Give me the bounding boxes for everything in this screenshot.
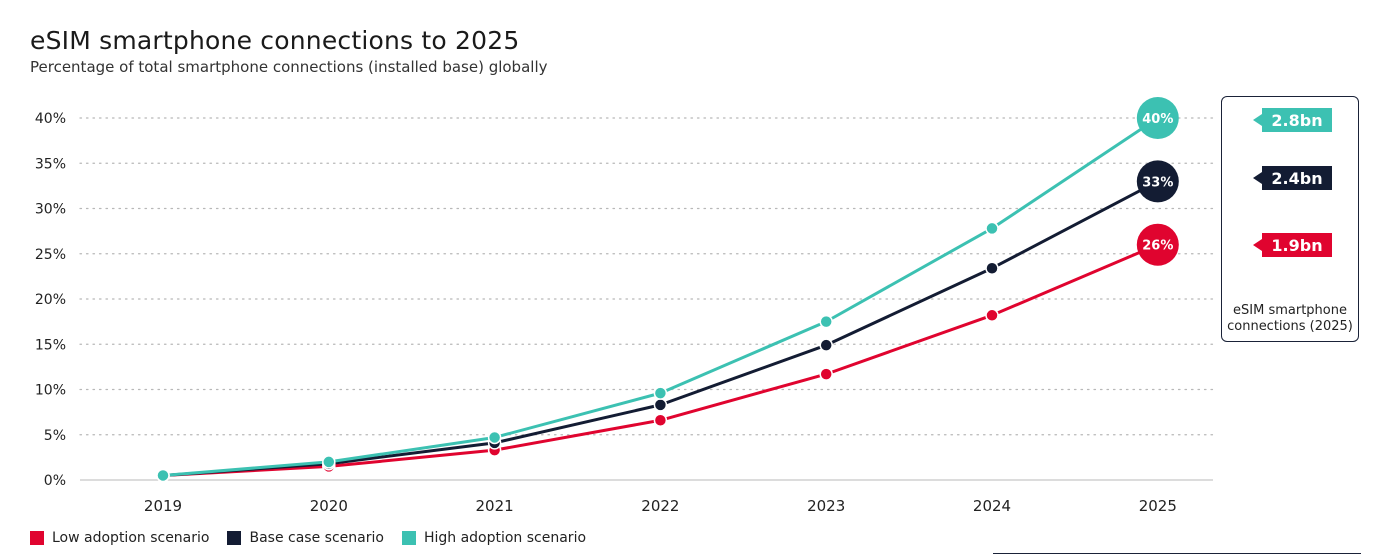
y-tick-label: 20% <box>35 292 66 308</box>
y-tick-label: 15% <box>35 337 66 353</box>
x-tick-label: 2021 <box>476 497 514 515</box>
series-0-point-4 <box>819 367 833 381</box>
legend-item-high: High adoption scenario <box>401 530 587 546</box>
side-tag-low: 1.9bn <box>1253 233 1332 257</box>
y-tick-label: 30% <box>35 202 66 218</box>
series-2-point-4 <box>819 314 833 329</box>
x-tick-label: 2020 <box>310 497 348 515</box>
series-0-point-5 <box>985 308 999 323</box>
series-points <box>156 221 999 483</box>
x-tick-label: 2019 <box>144 497 182 515</box>
series-1-end-label: 33% <box>1142 175 1173 190</box>
chart-title: eSIM smartphone connections to 2025 <box>30 26 520 55</box>
legend-item-base: Base case scenario <box>227 530 384 546</box>
legend-swatch-low <box>30 531 44 545</box>
grid-lines <box>79 117 1214 436</box>
side-tag-high-label: 2.8bn <box>1271 110 1323 130</box>
side-tag-base-label: 2.4bn <box>1271 168 1323 188</box>
x-tick-label: 2024 <box>973 497 1011 515</box>
series-1-point-3 <box>653 398 668 412</box>
legend-item-low: Low adoption scenario <box>30 530 209 546</box>
y-tick-label: 0% <box>44 473 66 489</box>
series-2-point-2 <box>487 430 502 445</box>
legend-swatch-high <box>401 531 416 545</box>
legend-label-low: Low adoption scenario <box>52 530 210 546</box>
side-panel: 2.8bn 2.4bn 1.9bn eSIM smartphone connec… <box>1221 96 1359 342</box>
y-tick-label: 35% <box>35 156 66 172</box>
series-0-point-3 <box>653 413 668 428</box>
series-line-0 <box>161 243 1160 477</box>
chart-subtitle: Percentage of total smartphone connectio… <box>30 58 548 76</box>
x-tick-label: 2023 <box>807 497 845 515</box>
side-tag-low-label: 1.9bn <box>1271 235 1323 255</box>
y-tick-label: 5% <box>44 428 66 444</box>
series-2-point-0 <box>156 468 170 483</box>
series-2-point-1 <box>322 455 336 469</box>
series-2-point-5 <box>985 221 999 236</box>
legend-label-base: Base case scenario <box>249 530 384 546</box>
series-1-point-4 <box>819 338 833 352</box>
legend-swatch-base <box>227 531 242 545</box>
x-tick-label: 2025 <box>1139 497 1177 515</box>
x-tick-label: 2022 <box>641 497 679 515</box>
end-labels: 26% 33% 40% <box>1136 97 1179 266</box>
series-0-end-label: 26% <box>1142 239 1173 254</box>
side-panel-caption: eSIM smartphone connections (2025) <box>1227 303 1353 334</box>
series-0-end-badge <box>1136 223 1179 266</box>
series-2-end-badge <box>1136 97 1179 139</box>
bottom-rule <box>993 553 1361 554</box>
series-line-1 <box>161 179 1160 477</box>
legend: Low adoption scenario Base case scenario… <box>30 530 586 546</box>
side-tag-high: 2.8bn <box>1253 108 1332 132</box>
legend-label-high: High adoption scenario <box>423 530 587 546</box>
series-1-point-5 <box>985 261 999 275</box>
y-tick-label: 40% <box>35 111 66 127</box>
series-2-end-label: 40% <box>1142 112 1173 127</box>
y-tick-label: 10% <box>35 383 66 399</box>
series-2-point-3 <box>653 386 668 400</box>
series-1-end-badge <box>1136 160 1179 203</box>
y-tick-label: 25% <box>35 247 66 263</box>
y-axis: 0% 5% 10% 15% 20% 25% 30% 35% 40% <box>35 111 66 489</box>
x-axis: 2019 2020 2021 2022 2023 2024 2025 <box>80 479 1213 515</box>
side-tag-base: 2.4bn <box>1253 166 1332 190</box>
